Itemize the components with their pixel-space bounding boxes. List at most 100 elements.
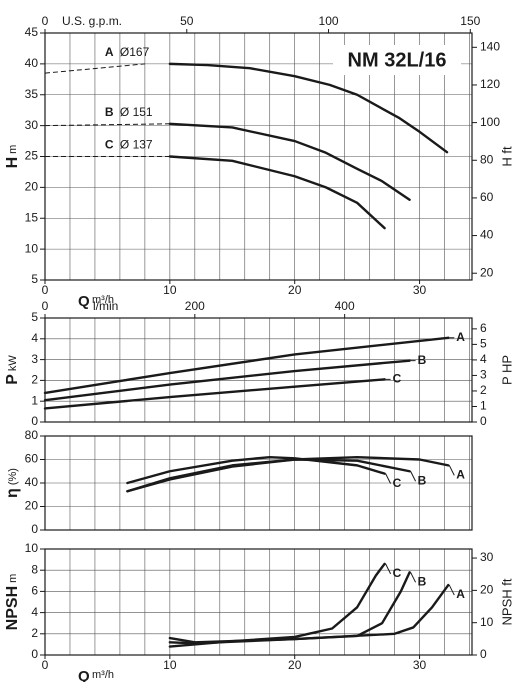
series-name: A <box>456 468 465 482</box>
y2-tick-label: 120 <box>480 77 500 91</box>
curve <box>43 359 411 402</box>
y2-tick-label: 2 <box>480 383 487 397</box>
y-tick-label: 2 <box>31 373 38 387</box>
x-axis-unit: m³/h <box>92 669 114 681</box>
plot-frame <box>44 548 473 656</box>
x-tick-label: 20 <box>288 658 302 672</box>
y2-axis-label: P HP <box>499 355 514 385</box>
series-name: A <box>105 45 114 59</box>
y-axis-label: NPSH m <box>4 574 21 631</box>
y2-axis-label: NPSH ft <box>499 578 514 625</box>
curve <box>43 336 450 395</box>
x-tick-label: 30 <box>413 283 427 297</box>
title-box <box>333 45 461 75</box>
series-name: C <box>105 138 114 152</box>
label-leader <box>410 471 417 482</box>
y-tick-label: 8 <box>31 562 38 576</box>
curve <box>168 122 411 201</box>
y2-axis-label: H ft <box>499 146 514 167</box>
y-axis-title: NPSH <box>4 586 21 630</box>
y-tick-label: 4 <box>31 331 38 345</box>
curve <box>126 458 411 493</box>
y2-tick-label: 140 <box>480 39 500 53</box>
curve <box>168 155 386 230</box>
y-tick-label: 80 <box>25 428 39 442</box>
label-leader <box>448 465 455 476</box>
x-tick-label: 10 <box>163 658 177 672</box>
y-tick-label: 6 <box>31 584 38 598</box>
top-tick-label: 200 <box>185 299 205 313</box>
x-axis-unit: m³/h <box>92 294 114 306</box>
y-tick-label: 10 <box>25 541 39 555</box>
y-tick-label: 2 <box>31 626 38 640</box>
y2-tick-label: 20 <box>480 265 494 279</box>
series-name: A <box>456 587 465 601</box>
x-tick-label: 10 <box>163 283 177 297</box>
y-tick-label: 15 <box>25 210 39 224</box>
y2-tick-label: 6 <box>480 321 487 335</box>
y2-tick-label: 20 <box>480 583 494 597</box>
label-leader <box>385 563 392 575</box>
y-tick-label: 45 <box>25 25 39 39</box>
series-label: Ø 137 <box>120 138 153 152</box>
plot-background <box>45 549 472 655</box>
y2-tick-label: 40 <box>480 228 494 242</box>
label-leader <box>410 572 417 583</box>
chart-title: NM 32L/16 <box>348 49 447 71</box>
top-tick-label: 0 <box>42 299 49 313</box>
series-name: B <box>418 574 427 588</box>
y2-tick-label: 1 <box>480 399 487 413</box>
top-tick-label: 400 <box>335 299 355 313</box>
y-tick-label: 40 <box>25 56 39 70</box>
y2-tick-label: 60 <box>480 190 494 204</box>
y2-tick-label: 80 <box>480 152 494 166</box>
series-name: C <box>393 372 402 386</box>
y-tick-label: 4 <box>31 605 38 619</box>
y-axis-title: η <box>4 488 21 498</box>
y-tick-label: 3 <box>31 352 38 366</box>
top-tick-label: 100 <box>319 14 339 28</box>
y-tick-label: 0 <box>31 647 38 661</box>
y-axis-label: η (%) <box>4 468 21 498</box>
series-name: B <box>105 105 114 119</box>
label-leader <box>385 473 392 484</box>
y-tick-label: 0 <box>31 522 38 536</box>
y-tick-label: 60 <box>25 452 39 466</box>
top-tick-label: 50 <box>180 14 194 28</box>
y2-tick-label: 5 <box>480 337 487 351</box>
y-axis-unit: m <box>7 145 19 154</box>
y-tick-label: 0 <box>31 414 38 428</box>
y-axis-unit: m <box>7 574 19 583</box>
x-axis-label: Q <box>78 668 90 682</box>
curve <box>168 562 386 648</box>
y-tick-label: 10 <box>25 241 39 255</box>
dashed-curve <box>44 63 145 74</box>
y2-tick-label: 3 <box>480 368 487 382</box>
y-axis-title: H <box>4 157 21 169</box>
series-name: C <box>393 476 402 490</box>
series-name: B <box>418 473 427 487</box>
y-tick-label: 40 <box>25 475 39 489</box>
y-axis-label: PkW <box>4 355 21 385</box>
x-tick-label: 0 <box>42 658 49 672</box>
curve <box>43 378 386 410</box>
y-axis-unit: (%) <box>7 468 19 485</box>
plot-background <box>45 318 472 422</box>
y-axis-label: Hm <box>4 145 21 169</box>
y-tick-label: 25 <box>25 149 39 163</box>
y-tick-label: 5 <box>31 272 38 286</box>
y2-tick-label: 0 <box>480 414 487 428</box>
y2-tick-label: 10 <box>480 615 494 629</box>
y-tick-label: 1 <box>31 393 38 407</box>
y-tick-label: 35 <box>25 87 39 101</box>
x-axis-label: Q <box>78 293 90 310</box>
series-name: B <box>418 353 427 367</box>
y-tick-label: 5 <box>31 310 38 324</box>
y-tick-label: 20 <box>25 499 39 513</box>
top-tick-label: 150 <box>460 14 480 28</box>
y2-tick-label: 100 <box>480 115 500 129</box>
curve <box>126 455 386 485</box>
plot-frame <box>44 317 473 423</box>
y2-tick-label: 4 <box>480 352 487 366</box>
